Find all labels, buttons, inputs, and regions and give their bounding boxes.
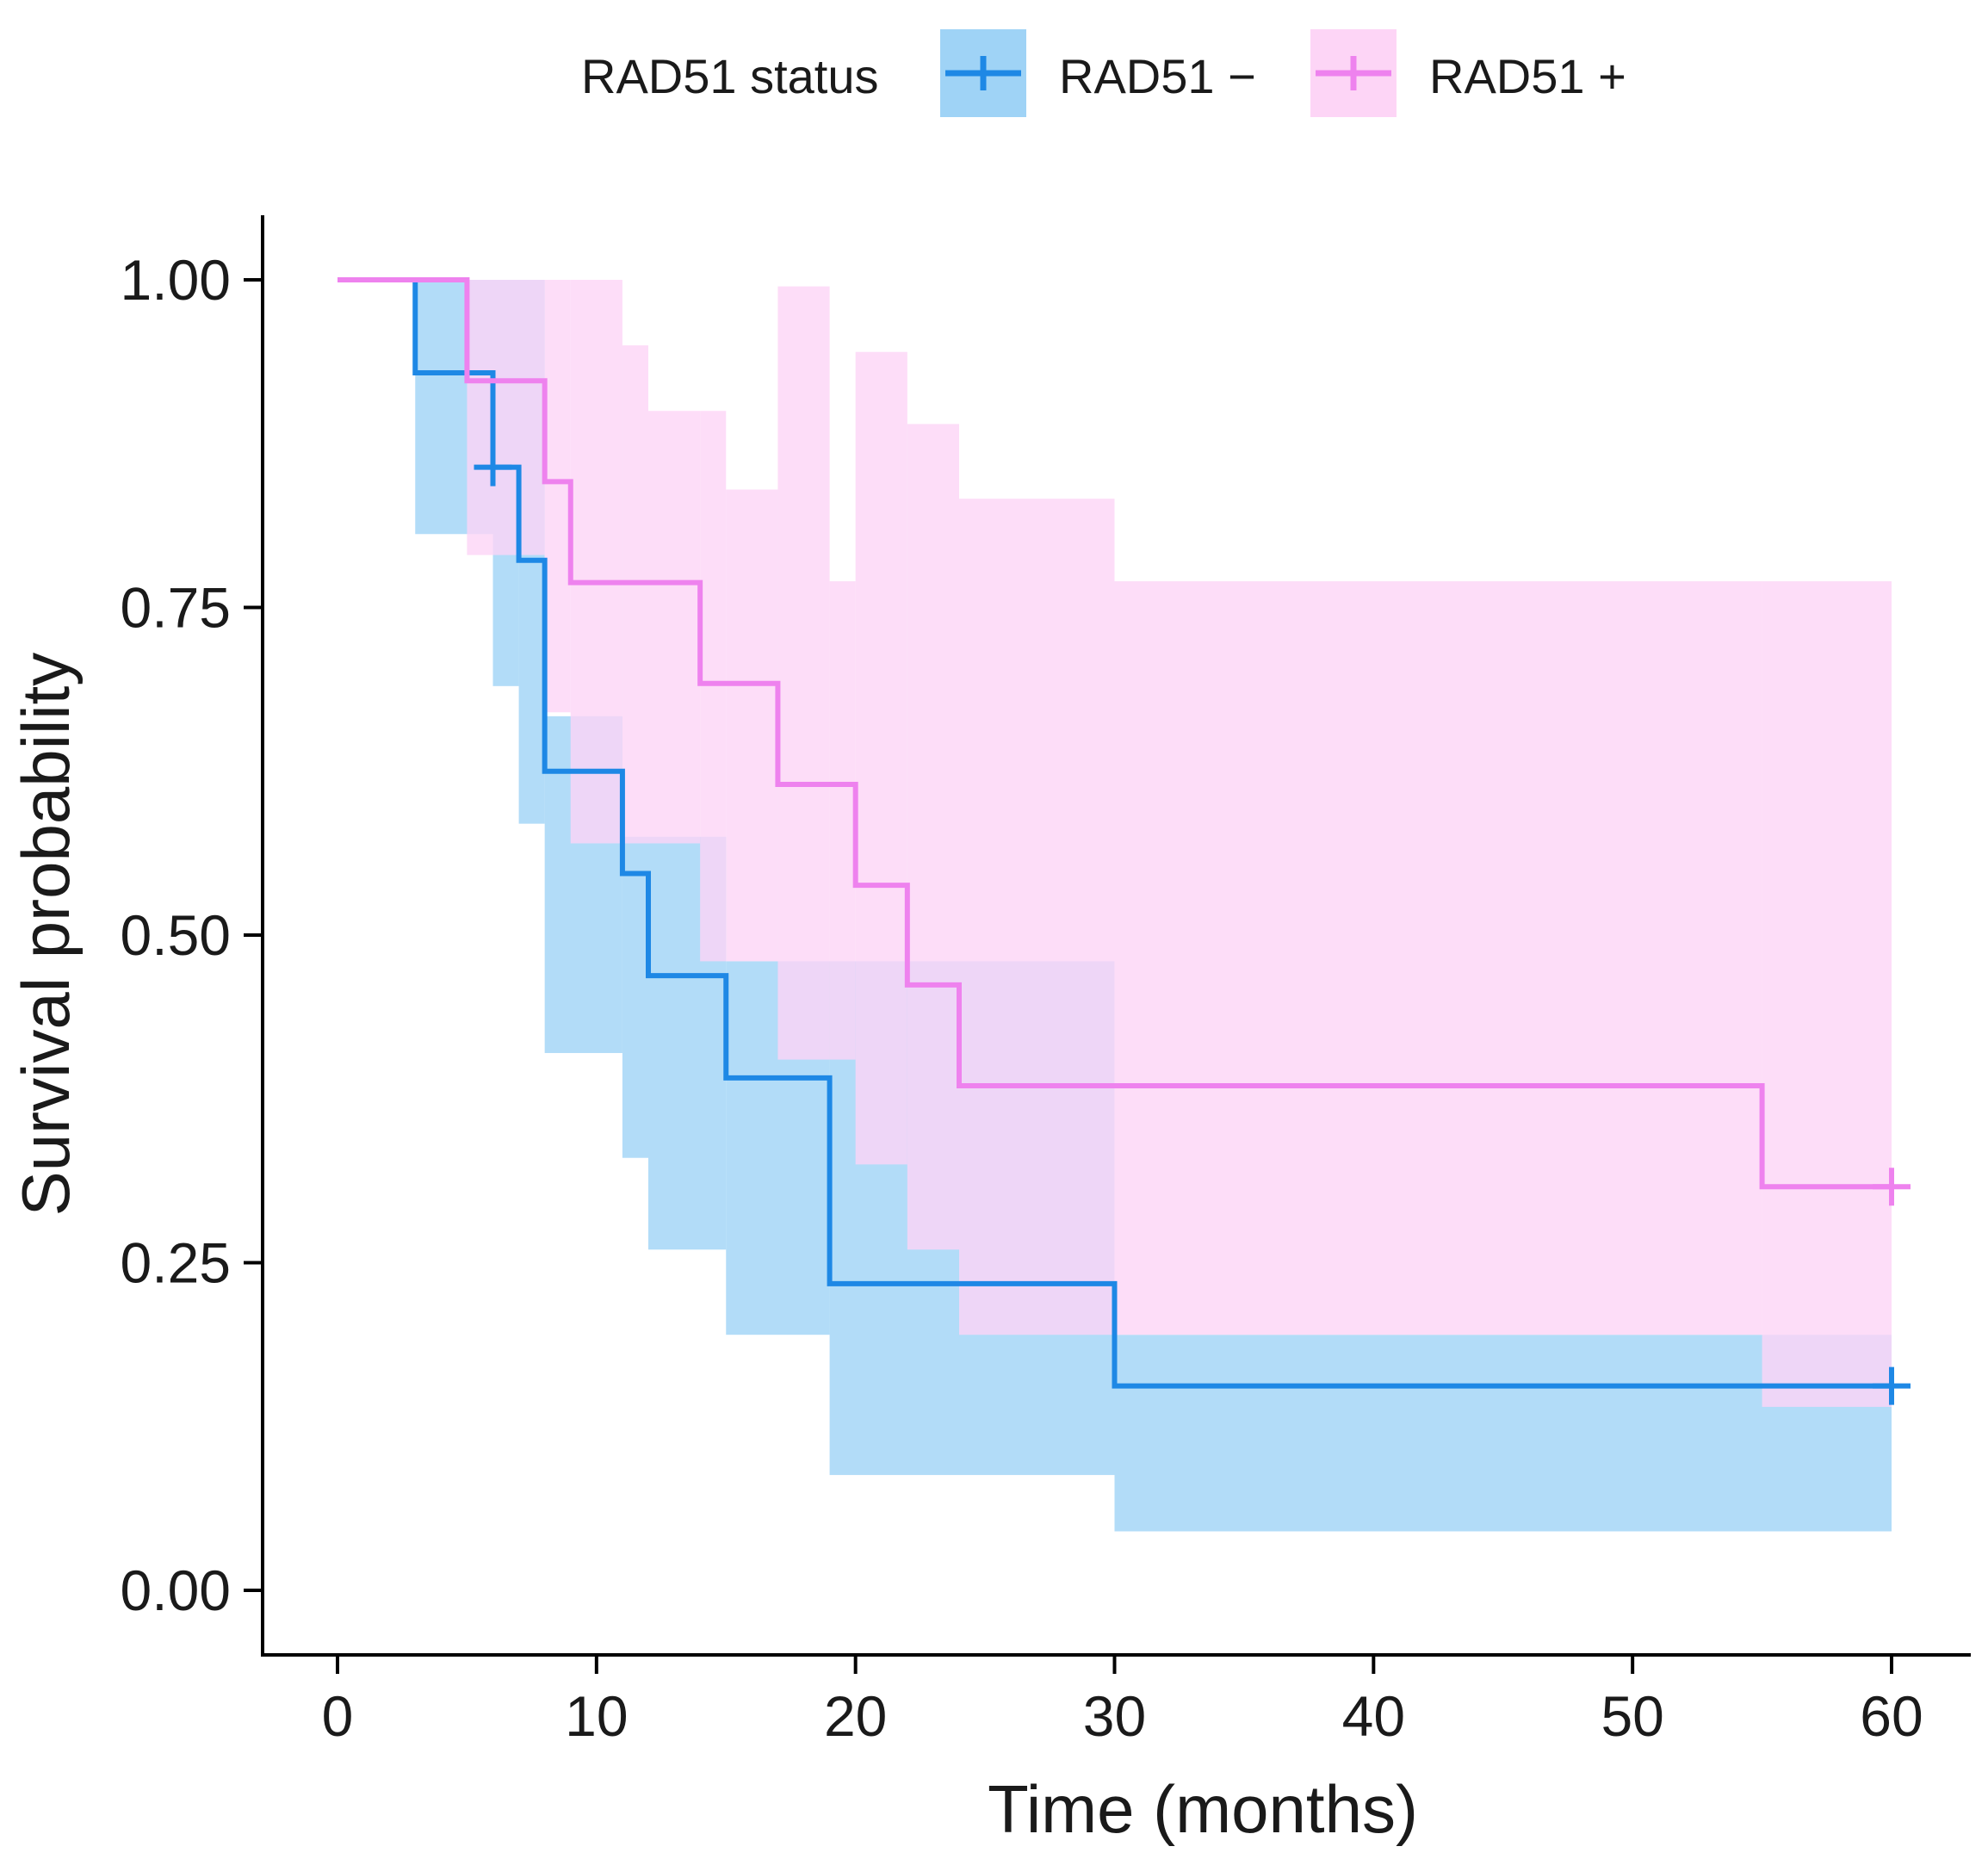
ci-band-rad51-pos: [700, 411, 727, 962]
x-tick-label: 50: [1601, 1684, 1663, 1748]
survival-curve-rad51-pos: [338, 277, 1892, 1190]
y-axis-title: Survival probability: [8, 653, 84, 1217]
ci-band-rad51-pos: [1114, 581, 1762, 1335]
censor-marks: [474, 448, 1911, 1405]
ci-band-rad51-pos: [855, 351, 907, 1165]
ci-band-rad51-pos: [726, 489, 778, 962]
y-tick-label: 0.25: [121, 1231, 231, 1295]
ci-band-rad51-pos: [959, 499, 1115, 1335]
ci-band-rad51-pos: [777, 286, 830, 1060]
ci-band-rad51-neg: [622, 836, 648, 1158]
legend-label-rad51-neg: RAD51 −: [1059, 49, 1256, 103]
ticks: 0 10 20 30 40 50 60 0.00 0.25 0.50 0.75 1.00: [121, 248, 1923, 1748]
censor-mark-rad51-neg: [1873, 1366, 1911, 1405]
legend-entry-rad51-neg: RAD51 −: [940, 29, 1256, 117]
y-tick-label: 0.75: [121, 576, 231, 640]
y-tick-label: 1.00: [121, 248, 231, 312]
legend-entry-rad51-pos: RAD51 +: [1310, 29, 1626, 117]
ci-band-rad51-pos: [648, 411, 701, 844]
x-tick-label: 0: [322, 1684, 354, 1748]
ci-band-rad51-pos: [467, 280, 545, 555]
y-tick-label: 0.50: [121, 903, 231, 967]
legend-label-rad51-pos: RAD51 +: [1429, 49, 1626, 103]
censor-mark-rad51-neg: [474, 448, 512, 486]
y-tick-label: 0.00: [121, 1558, 231, 1622]
x-tick-label: 40: [1342, 1684, 1405, 1748]
legend-title: RAD51 status: [581, 49, 879, 103]
ci-band-rad51-pos: [829, 581, 856, 1060]
survival-curves: [338, 277, 1892, 1389]
censor-mark-rad51-pos: [1873, 1168, 1911, 1206]
ci-band-rad51-pos: [1762, 581, 1892, 1407]
x-tick-label: 60: [1860, 1684, 1923, 1748]
survival-curve-rad51-neg: [338, 277, 1892, 1389]
ci-band-rad51-pos: [570, 280, 622, 844]
confidence-bands: [415, 280, 1892, 1532]
x-tick-label: 10: [565, 1684, 628, 1748]
x-tick-label: 20: [824, 1684, 887, 1748]
ci-band-rad51-pos: [622, 345, 648, 844]
x-axis-title: Time (months): [988, 1771, 1418, 1847]
legend: RAD51 status RAD51 − RAD51 +: [581, 29, 1626, 117]
ci-band-rad51-pos: [544, 280, 571, 713]
x-tick-label: 30: [1083, 1684, 1146, 1748]
ci-band-rad51-pos: [907, 424, 959, 1250]
